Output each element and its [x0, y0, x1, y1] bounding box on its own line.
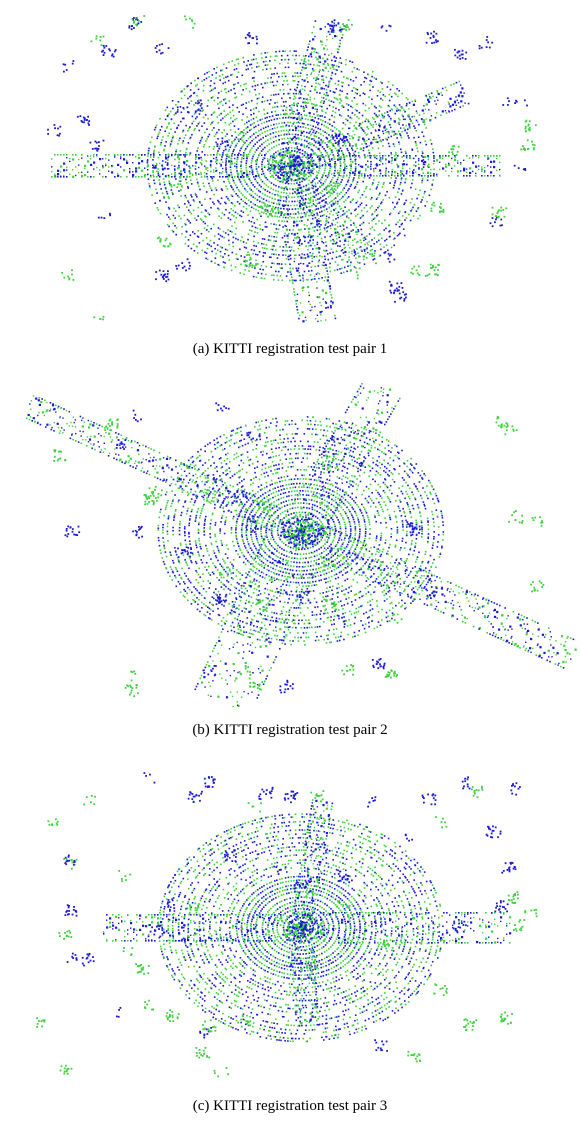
caption-b: (b) KITTI registration test pair 2: [192, 722, 388, 738]
point-cloud-a: [47, 15, 537, 323]
point-cloud-b: [25, 383, 577, 708]
figure-panel-b: [0, 380, 580, 710]
point-cloud-c: [36, 772, 538, 1078]
caption-c: (c) KITTI registration test pair 3: [192, 1098, 388, 1114]
figure-panel-c: [0, 762, 580, 1092]
figure-panel-a: [0, 0, 580, 335]
caption-a: (a) KITTI registration test pair 1: [192, 341, 388, 357]
